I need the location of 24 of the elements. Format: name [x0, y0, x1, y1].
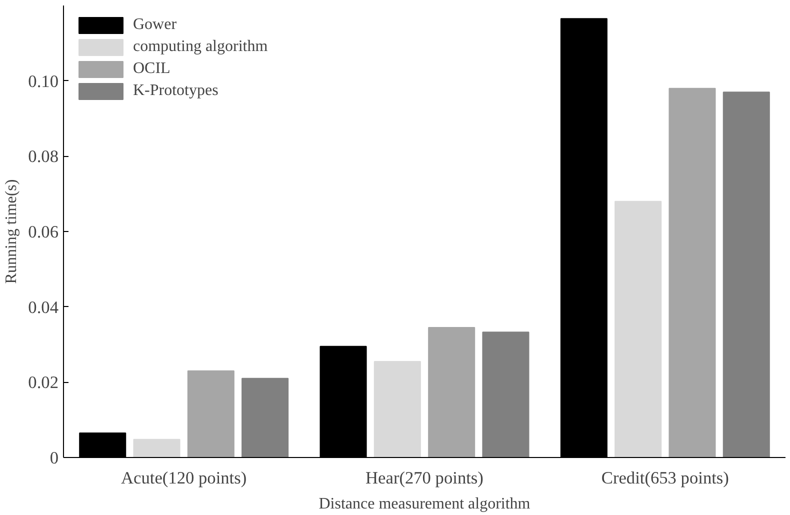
- y-tick-label: 0.04: [28, 298, 59, 317]
- bar: [133, 438, 180, 458]
- bar: [668, 88, 716, 458]
- y-axis-title: Running time(s): [3, 179, 20, 284]
- legend-label: K-Prototypes: [133, 82, 218, 100]
- bar: [374, 360, 421, 458]
- bar: [614, 200, 662, 458]
- bar: [242, 378, 289, 458]
- bar: [482, 332, 530, 458]
- y-tick-label: 0: [50, 448, 59, 468]
- bar: [187, 370, 234, 458]
- y-tick-label: 0.10: [28, 72, 59, 91]
- bar: [722, 92, 770, 458]
- x-tick-label: Hear(270 points): [366, 468, 484, 488]
- bar: [428, 327, 476, 458]
- legend-label: computing algorithm: [133, 38, 268, 56]
- y-tick-label: 0.02: [28, 373, 59, 392]
- y-tick-label: 0.06: [28, 222, 59, 242]
- x-axis-title: Distance measurement algorithm: [318, 496, 531, 512]
- legend-label: OCIL: [133, 60, 170, 78]
- x-tick-label: Credit(653 points): [601, 468, 730, 488]
- legend-label: Gower: [133, 16, 177, 34]
- x-tick-label: Acute(120 points): [121, 468, 247, 488]
- y-tick-label: 0.08: [28, 147, 59, 166]
